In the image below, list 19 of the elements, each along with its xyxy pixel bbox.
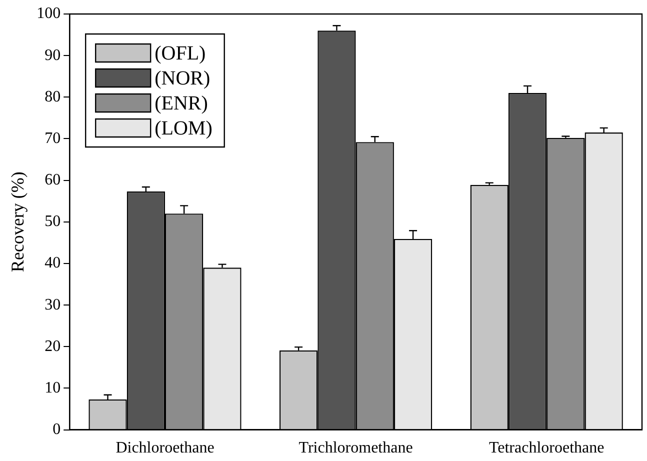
y-tick-label: 40 xyxy=(44,254,61,272)
y-tick-label: 80 xyxy=(44,88,61,106)
y-tick-label: 30 xyxy=(44,296,61,314)
legend-label: (OFL) xyxy=(154,42,206,64)
y-axis-title: Recovery (%) xyxy=(8,172,28,272)
y-tick-label: 90 xyxy=(44,46,61,64)
x-tick-label: Dichloroethane xyxy=(116,440,214,457)
legend-label: (NOR) xyxy=(154,67,210,90)
y-tick-label: 0 xyxy=(52,421,61,438)
x-tick-label: Trichloromethane xyxy=(298,440,413,457)
y-tick-label: 50 xyxy=(44,213,61,230)
y-tick-label: 100 xyxy=(36,5,61,22)
y-tick-label: 20 xyxy=(44,338,61,355)
y-tick-label: 10 xyxy=(44,379,61,396)
legend-label: (ENR) xyxy=(154,92,208,114)
x-tick-label: Tetrachloroethane xyxy=(488,440,604,457)
legend-label: (LOM) xyxy=(154,117,212,140)
y-tick-label: 60 xyxy=(44,172,61,189)
y-tick-label: 70 xyxy=(44,130,61,147)
